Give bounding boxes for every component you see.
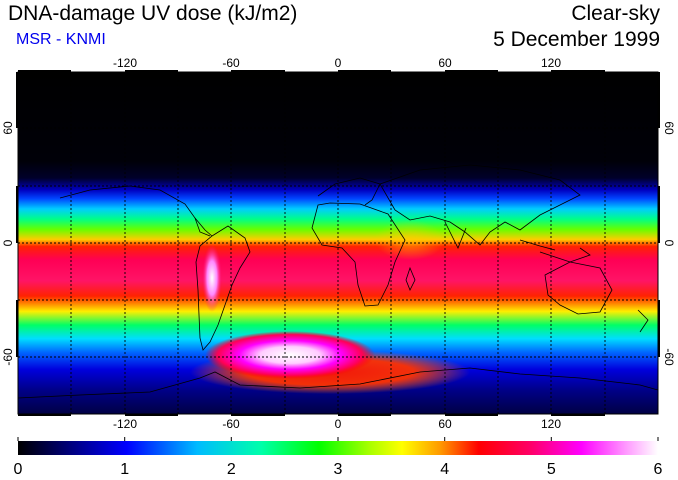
- colorbar-label: 4: [440, 461, 449, 478]
- lon-label-bottom: 0: [335, 417, 342, 431]
- colorbar: [18, 441, 658, 455]
- lon-label-top: 0: [335, 56, 342, 70]
- coastlines: [18, 164, 658, 399]
- map-title: DNA-damage UV dose (kJ/m2): [8, 2, 298, 25]
- longitude-labels-bottom: -120 -60 0 60 120: [113, 417, 561, 431]
- lon-label-top: 60: [438, 56, 452, 70]
- colorbar-label: 2: [227, 461, 236, 478]
- colorbar-label: 1: [120, 461, 129, 478]
- lon-label-bottom: -120: [113, 417, 137, 431]
- lon-label-bottom: 60: [438, 417, 452, 431]
- colorbar-label: 3: [334, 461, 343, 478]
- lat-label-left: -60: [1, 348, 15, 366]
- frame-border-ticks: [16, 70, 660, 416]
- colorbar-labels: 0 1 2 3 4 5 6: [14, 461, 663, 478]
- lat-label-right: 0: [662, 240, 676, 247]
- lon-label-top: -60: [222, 56, 240, 70]
- date-label: 5 December 1999: [493, 28, 660, 51]
- colorbar-label: 6: [654, 461, 663, 478]
- source-label: MSR - KNMI: [16, 31, 106, 48]
- lon-label-bottom: -60: [222, 417, 240, 431]
- latitude-labels-right: 60 0 -60: [662, 121, 676, 366]
- lat-label-right: -60: [662, 348, 676, 366]
- graticule: [18, 72, 658, 414]
- lat-label-left: 0: [1, 239, 15, 246]
- lon-label-bottom: 120: [541, 417, 561, 431]
- lat-label-left: 60: [1, 121, 15, 135]
- colorbar-label: 5: [547, 461, 556, 478]
- colorbar-label: 0: [14, 461, 23, 478]
- sky-condition-label: Clear-sky: [571, 2, 660, 25]
- latitude-labels-left: 60 0 -60: [1, 121, 15, 366]
- lon-label-top: -120: [113, 56, 137, 70]
- lat-label-right: 60: [662, 121, 676, 135]
- lon-label-top: 120: [541, 56, 561, 70]
- longitude-labels-top: -120 -60 0 60 120: [113, 56, 561, 70]
- colorbar-ticks: [17, 437, 659, 441]
